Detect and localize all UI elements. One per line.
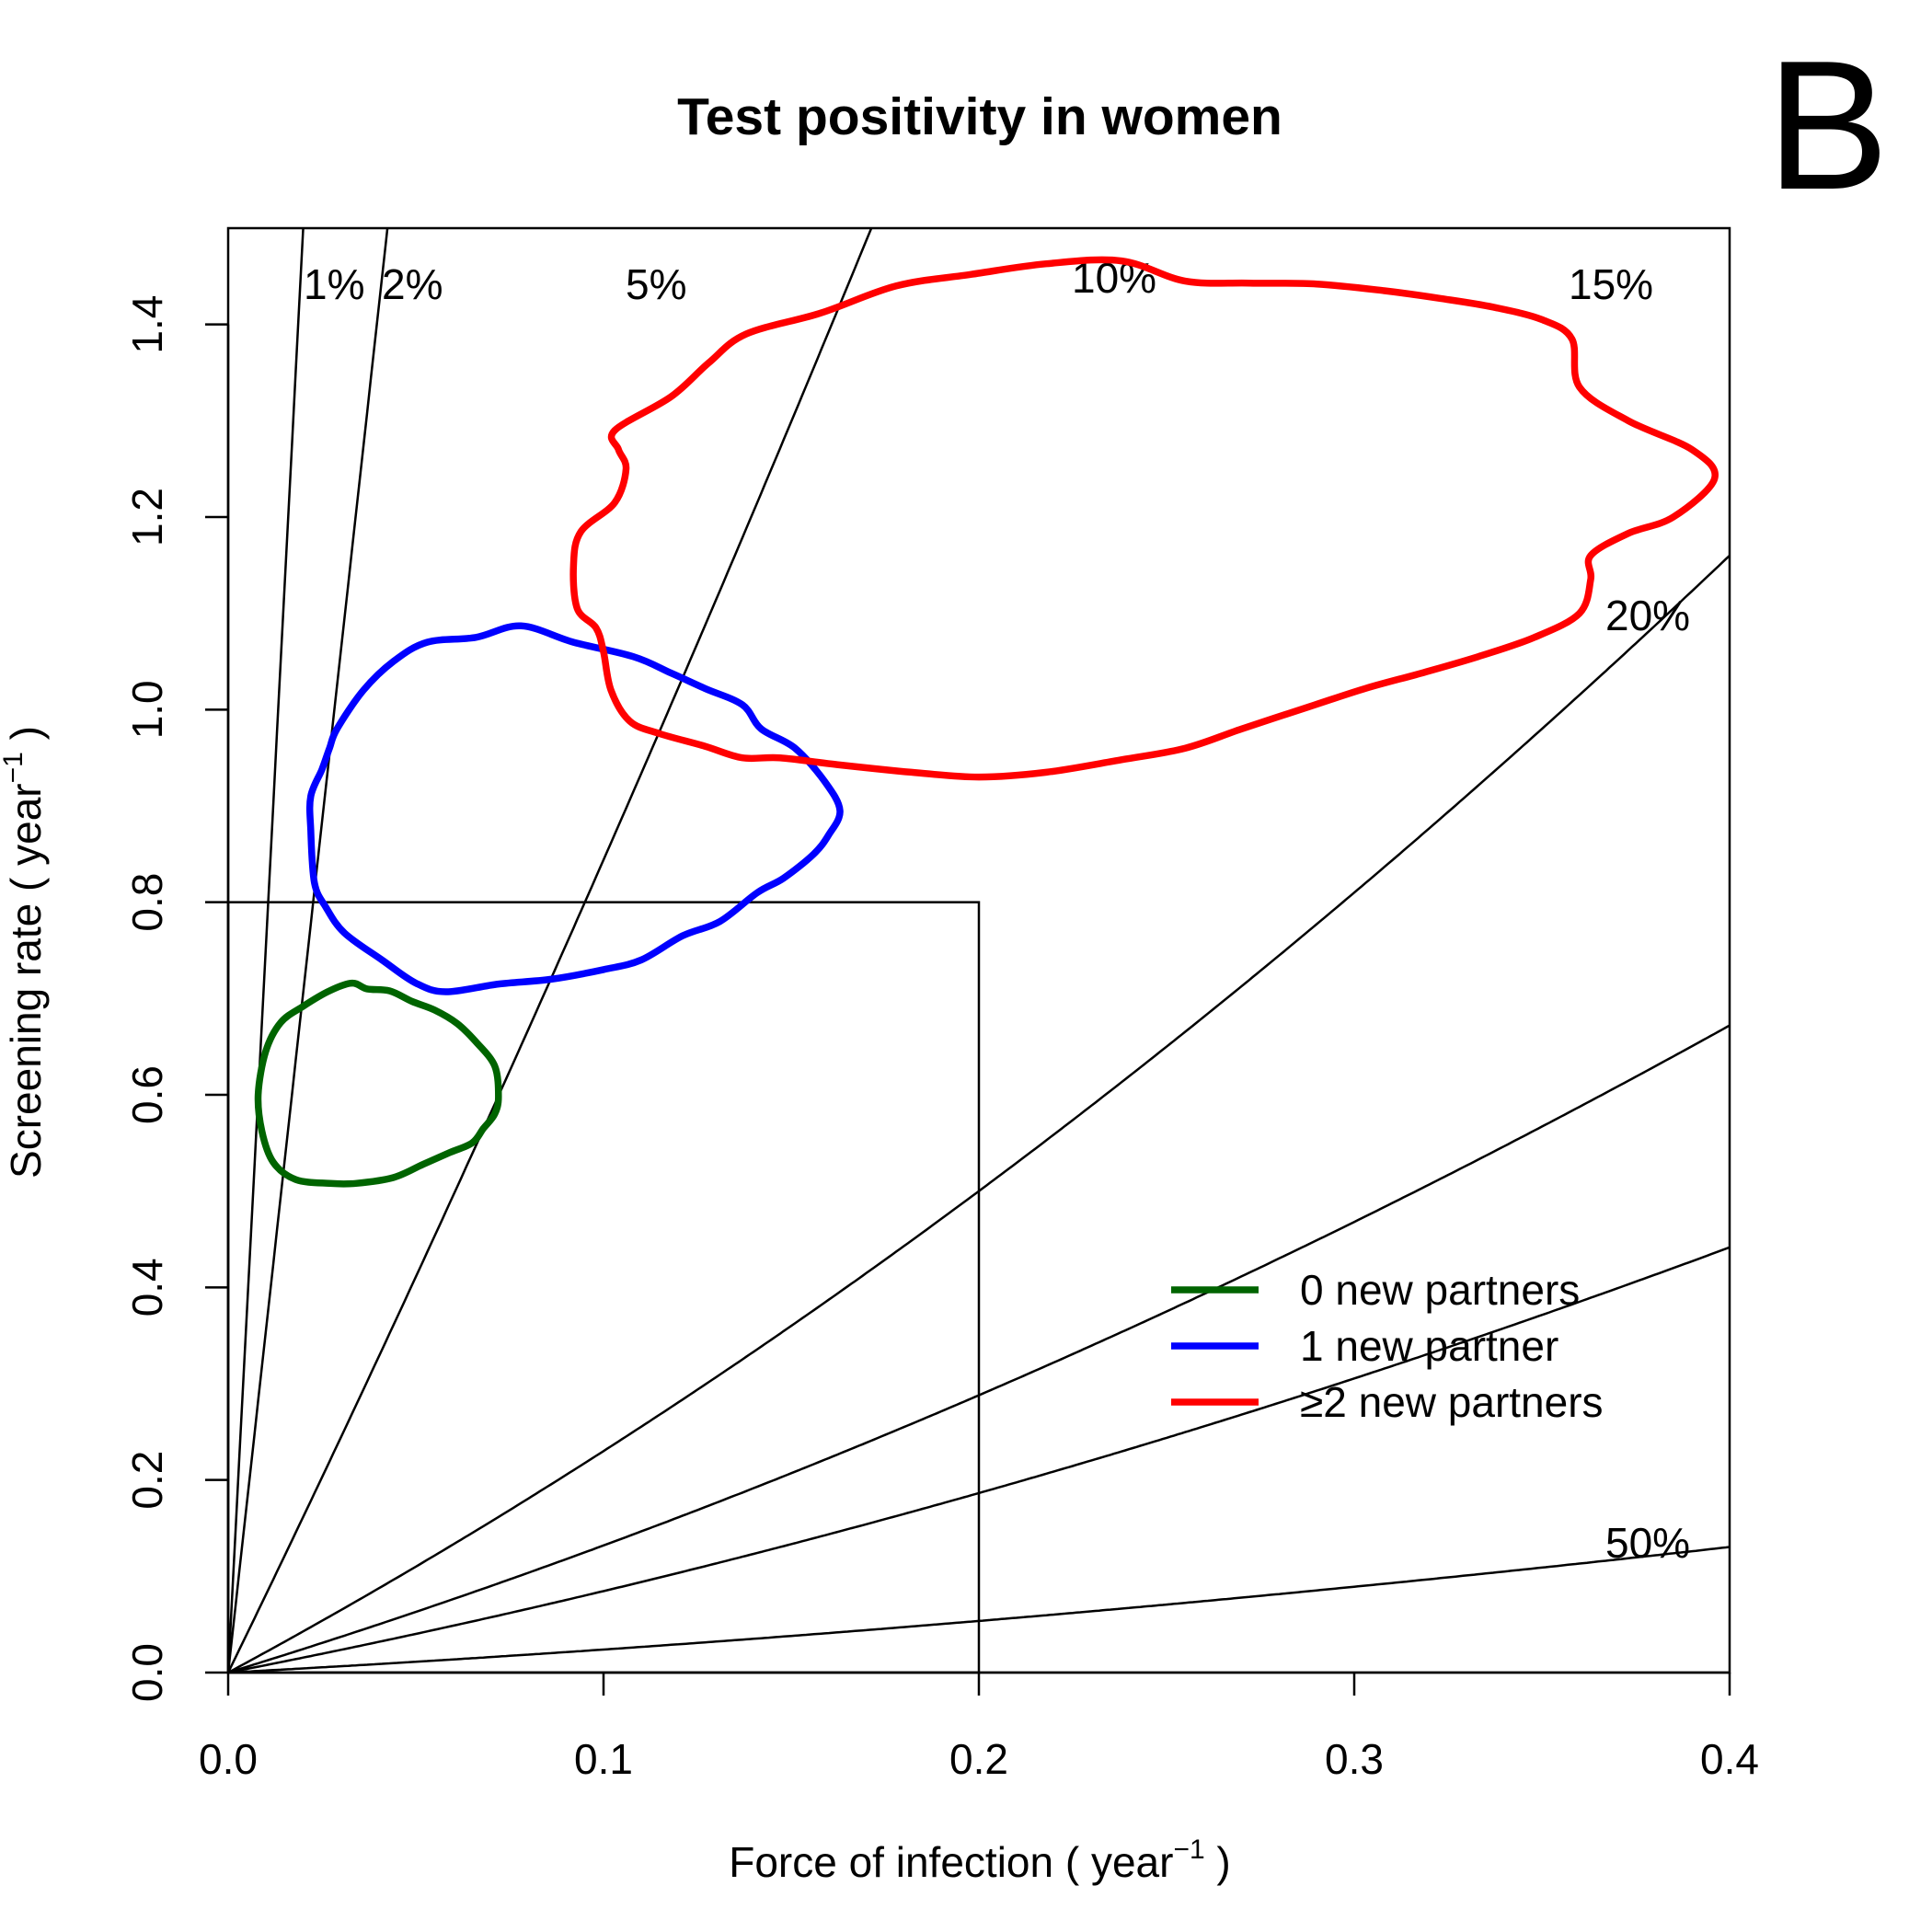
plot-area: 1% 2% 5% 10% 15%20%50%0.0 0.1 0.2 0.3 0.40.00.20…: [123, 226, 1759, 1783]
legend-label: ≥2 new partners: [1300, 1378, 1604, 1426]
y-tick-label: 0.8: [123, 873, 171, 932]
x-tick-label: 0.0: [199, 1735, 258, 1783]
legend-label: 0 new partners: [1300, 1266, 1580, 1314]
x-tick-label: 0.2: [949, 1735, 1008, 1783]
chart-title: Test positivity in women: [677, 87, 1282, 146]
iso-label-20pct: 20%: [1605, 592, 1690, 639]
x-tick-label: 0.4: [1700, 1735, 1759, 1783]
y-tick-label: 1.4: [123, 295, 171, 354]
iso-label-15pct: 15%: [1569, 260, 1653, 308]
panel-letter: B: [1766, 23, 1889, 228]
y-tick-label: 0.0: [123, 1643, 171, 1702]
legend-label: 1 new partner: [1300, 1322, 1558, 1370]
legend: 0 new partners 1 new partner ≥2 new partne…: [1171, 1266, 1604, 1426]
y-tick-label: 1.2: [123, 488, 171, 546]
x-axis-label: Force of infection ( year−1 ): [729, 1834, 1231, 1886]
iso-label-5pct: 5%: [626, 260, 686, 308]
y-tick-label: 0.6: [123, 1065, 171, 1124]
reference-box: [226, 901, 981, 1674]
series-1-new-partner: [305, 622, 844, 995]
y-tick-label: 0.4: [123, 1258, 171, 1317]
x-tick-label: 0.3: [1325, 1735, 1384, 1783]
iso-label-1pct: 1%: [304, 260, 364, 308]
y-axis-label: Screening rate ( year−1 ): [0, 726, 50, 1179]
series-0-new-partners: [254, 979, 502, 1188]
y-tick-label: 0.2: [123, 1451, 171, 1510]
y-tick-label: 1.0: [123, 680, 171, 739]
series-2plus-new-partners: [569, 256, 1719, 781]
x-tick-label: 0.1: [574, 1735, 633, 1783]
iso-label-50pct: 50%: [1605, 1519, 1690, 1567]
iso-label-2pct: 2%: [382, 260, 443, 308]
